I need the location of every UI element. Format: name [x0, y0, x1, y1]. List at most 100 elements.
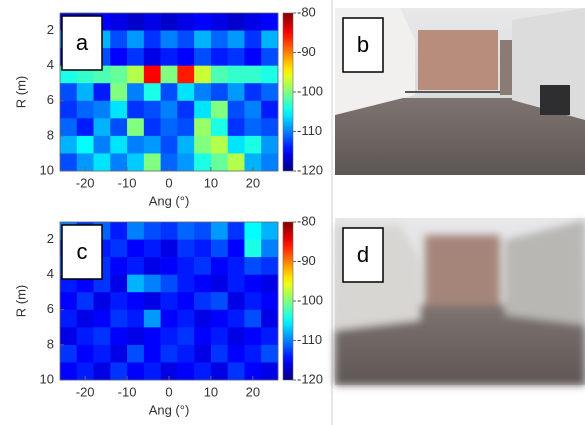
heat-cell: [227, 118, 245, 137]
heat-cell: [261, 83, 279, 102]
heat-cell: [110, 274, 128, 293]
heat-cell: [110, 30, 128, 49]
heat-cell: [143, 292, 161, 311]
heat-cell: [143, 153, 161, 172]
heat-cell: [244, 13, 262, 31]
heat-cell: [60, 309, 78, 328]
colorbar-tick-label: -120: [297, 371, 323, 386]
heat-cell: [143, 100, 161, 119]
heat-cell: [60, 292, 78, 311]
heat-cell: [160, 344, 178, 363]
heat-cell: [93, 135, 111, 154]
heat-cell: [244, 239, 262, 258]
x-tick-label: 0: [165, 384, 172, 399]
colorbar: [282, 12, 294, 172]
heat-cell: [261, 65, 279, 84]
colorbar-tick-label: -80: [297, 4, 316, 19]
heat-cell: [210, 83, 228, 102]
heat-cell: [127, 100, 145, 119]
heat-cell: [227, 292, 245, 311]
x-tick-label: -20: [76, 175, 95, 190]
y-tick-label: 6: [47, 92, 54, 107]
heat-cell: [261, 48, 279, 66]
heat-cell: [261, 257, 279, 275]
panel-label: d: [357, 242, 369, 267]
heat-cell: [210, 118, 228, 137]
heat-cell: [160, 83, 178, 102]
heat-cell: [194, 83, 212, 102]
heat-cell: [110, 239, 128, 258]
heat-cell: [261, 222, 279, 240]
heat-cell: [110, 362, 128, 381]
heat-cell: [261, 274, 279, 293]
heat-cell: [110, 257, 128, 275]
heat-cell: [93, 344, 111, 363]
heat-cell: [194, 274, 212, 293]
heat-cell: [127, 274, 145, 293]
heat-cell: [127, 292, 145, 311]
heat-cell: [244, 118, 262, 137]
heat-cell: [194, 222, 212, 240]
heat-cell: [93, 327, 111, 346]
heat-cell: [76, 118, 94, 137]
heat-cell: [160, 65, 178, 84]
heat-cell: [244, 362, 262, 381]
heat-cell: [76, 135, 94, 154]
heat-cell: [244, 30, 262, 49]
heat-cell: [93, 309, 111, 328]
colorbar-tick-label: -100: [297, 83, 323, 98]
panel-label-box: [61, 15, 103, 71]
heat-cell: [127, 344, 145, 363]
heat-cell: [93, 153, 111, 172]
heat-cell: [60, 118, 78, 137]
heat-cell: [76, 327, 94, 346]
heat-cell: [93, 362, 111, 381]
heat-cell: [261, 30, 279, 49]
x-tick-label: 20: [246, 384, 260, 399]
heat-cell: [210, 274, 228, 293]
y-tick-label: 8: [47, 336, 54, 351]
heat-cell: [177, 48, 195, 66]
heat-cell: [160, 135, 178, 154]
heat-cell: [244, 100, 262, 119]
heat-cell: [143, 327, 161, 346]
heat-cell: [110, 153, 128, 172]
heat-cell: [160, 30, 178, 49]
heat-cell: [210, 153, 228, 172]
heat-cell: [60, 153, 78, 172]
heat-cell: [110, 65, 128, 84]
heat-cell: [177, 292, 195, 311]
colorbar-tick-label: -110: [297, 332, 322, 347]
heat-cell: [76, 100, 94, 119]
x-tick-label: 20: [246, 175, 260, 190]
heat-cell: [194, 30, 212, 49]
heat-cell: [261, 292, 279, 311]
x-tick-label: -10: [118, 384, 137, 399]
colorbar-tick-label: -90: [297, 44, 316, 59]
heat-cell: [127, 13, 145, 31]
heat-cell: [244, 48, 262, 66]
heat-cell: [244, 309, 262, 328]
y-tick-label: 4: [47, 57, 54, 72]
heat-cell: [60, 362, 78, 381]
heat-cell: [194, 118, 212, 137]
heat-cell: [160, 292, 178, 311]
heat-cell: [227, 239, 245, 258]
heat-cell: [194, 239, 212, 258]
panel-label-box: [342, 227, 384, 283]
heat-cell: [227, 30, 245, 49]
heat-cell: [143, 239, 161, 258]
heat-cell: [210, 309, 228, 328]
heat-cell: [210, 362, 228, 381]
heat-cell: [244, 344, 262, 363]
heat-cell: [177, 135, 195, 154]
heat-cell: [127, 309, 145, 328]
panel-label-box: [342, 17, 384, 73]
heat-cell: [110, 100, 128, 119]
heat-cell: [227, 327, 245, 346]
heat-cell: [177, 65, 195, 84]
heat-cell: [160, 153, 178, 172]
heat-cell: [177, 13, 195, 31]
heat-cell: [244, 135, 262, 154]
